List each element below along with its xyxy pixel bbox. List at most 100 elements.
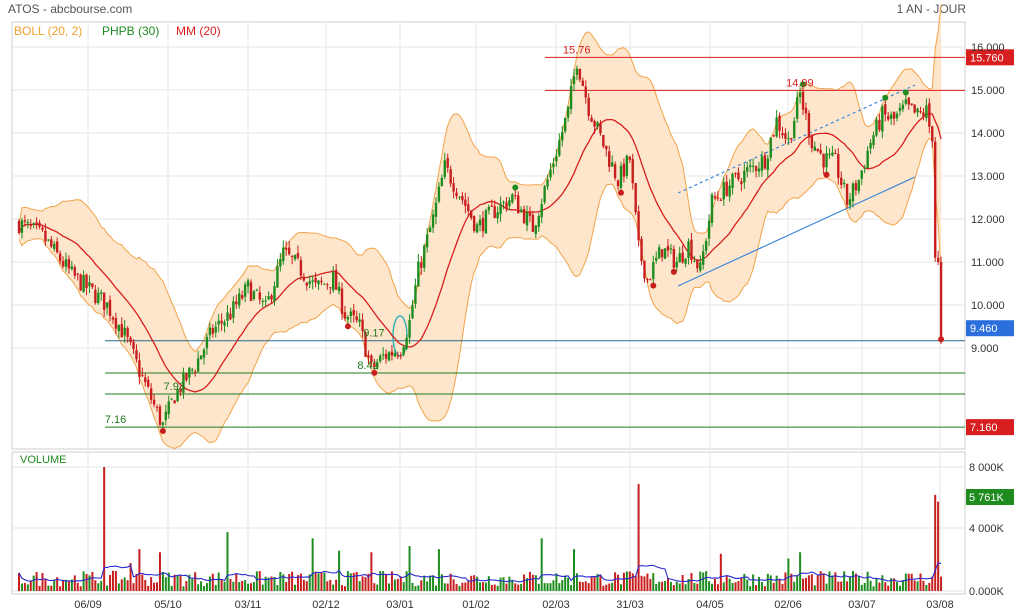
candle-body [608, 151, 611, 167]
candle-body [235, 301, 238, 305]
candle-body [32, 223, 35, 225]
volume-bar [481, 582, 484, 591]
candle-body [837, 153, 840, 178]
volume-bar [150, 577, 153, 591]
candle-body [273, 286, 276, 301]
volume-bar [593, 576, 596, 591]
candle-body [517, 195, 520, 214]
volume-bar [302, 579, 305, 591]
volume-bar [573, 549, 575, 591]
last-volume-badge [966, 489, 1014, 505]
x-tick-label: 02/06 [774, 599, 802, 611]
volume-bar [79, 586, 82, 591]
volume-bar [38, 585, 41, 591]
volume-bar [755, 585, 758, 591]
volume-bar [20, 583, 23, 591]
candle-body [540, 204, 543, 218]
x-tick-label: 03/11 [235, 599, 262, 611]
level-badge-text: 7.160 [970, 422, 998, 434]
volume-bar [919, 573, 922, 591]
volume-bar [846, 581, 849, 591]
volume-bar [203, 586, 205, 591]
volume-bar [200, 581, 203, 591]
candle-body [267, 296, 270, 300]
volume-bar [103, 467, 106, 591]
volume-bar [467, 580, 470, 591]
candle-body [784, 133, 787, 139]
volume-bar [737, 580, 740, 591]
candle-body [884, 104, 887, 115]
candle-body [240, 295, 244, 299]
volume-bar [678, 583, 681, 591]
volume-bar [420, 580, 423, 591]
volume-bar [611, 582, 614, 591]
candle-body [502, 201, 505, 203]
candle-body [563, 117, 567, 132]
candle-body [408, 320, 411, 338]
candle-body [845, 183, 849, 205]
volume-bar [147, 585, 150, 591]
candle-body [913, 104, 916, 113]
candle-body [270, 295, 273, 300]
volume-bar [408, 546, 411, 591]
high-marker [512, 184, 519, 191]
volume-bar [872, 586, 875, 591]
volume-bar [669, 581, 672, 591]
candle-body [493, 206, 496, 218]
candle-body [411, 305, 414, 319]
volume-bar [252, 582, 255, 591]
y-tick-label: 14.000 [971, 128, 1005, 140]
candle-body [760, 156, 764, 171]
volume-bar [88, 575, 91, 591]
candle-body [94, 289, 97, 303]
volume-bar [376, 584, 379, 591]
candle-body [561, 131, 564, 141]
volume-bar [860, 584, 863, 591]
volume-bar [455, 583, 458, 591]
x-tick-label: 03/07 [848, 599, 876, 611]
volume-bar [575, 573, 578, 591]
volume-bar [76, 582, 79, 591]
candle-body [314, 277, 317, 283]
candle-body [38, 222, 41, 227]
candle-body [249, 282, 253, 302]
volume-bar [223, 581, 226, 591]
volume-bar [296, 575, 299, 591]
candle-body [334, 269, 338, 290]
volume-bar [646, 573, 649, 591]
volume-bar [135, 573, 138, 591]
volume-bar [649, 578, 652, 591]
volume-bar [288, 574, 291, 591]
volume-bar [799, 552, 802, 591]
volume-bar [831, 575, 834, 591]
volume-bar [675, 581, 678, 591]
volume-y-tick: 8 000K [969, 462, 1005, 474]
volume-bar [114, 570, 117, 591]
volume-bar [937, 501, 940, 591]
volume-bar [258, 571, 261, 591]
candle-body [610, 162, 614, 167]
candle-body [763, 155, 767, 169]
candle-body [828, 154, 831, 156]
candle-body [23, 220, 27, 222]
candle-body [220, 320, 223, 324]
low-marker [159, 428, 166, 435]
volume-bar [261, 584, 264, 591]
volume-bar [622, 572, 625, 591]
candle-body [933, 141, 937, 258]
volume-bar [869, 580, 872, 591]
candle-body [79, 274, 82, 291]
candle-body [202, 349, 206, 358]
volume-bar [766, 573, 769, 591]
volume-bar [106, 585, 109, 591]
candle-body [258, 292, 261, 300]
volume-bar [176, 576, 179, 591]
candle-body [863, 167, 866, 169]
volume-bar [18, 572, 20, 591]
candle-body [593, 120, 596, 127]
volume-bar [534, 575, 537, 591]
candle-body [402, 347, 405, 355]
candle-body [743, 170, 746, 183]
candle-body [393, 353, 397, 357]
candle-body [337, 286, 341, 292]
